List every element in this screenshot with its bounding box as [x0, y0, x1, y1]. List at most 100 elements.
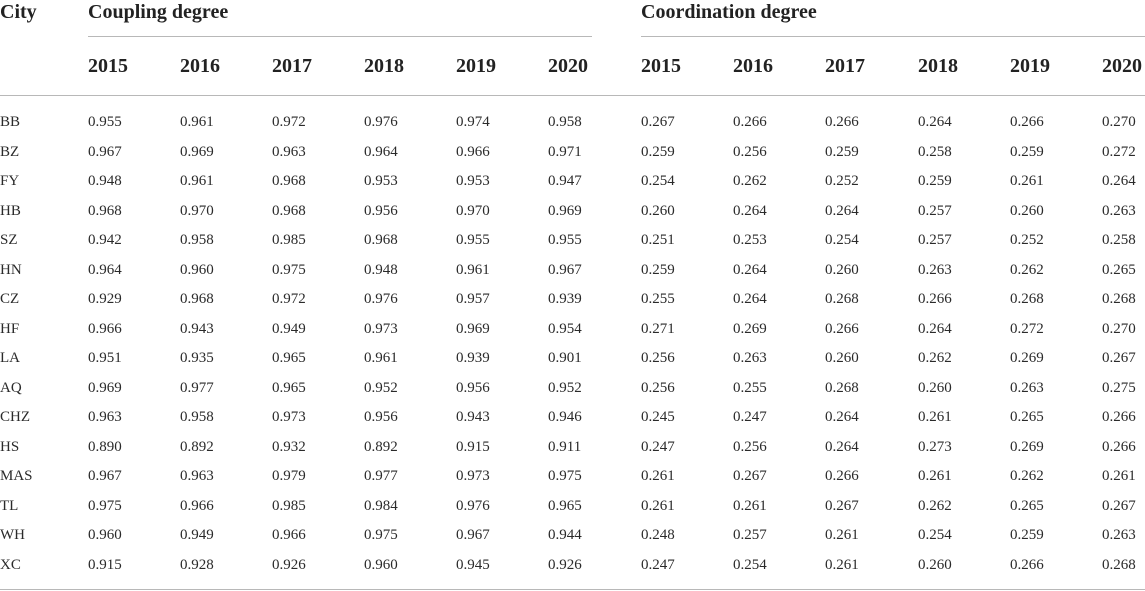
coupling-value-cell: 0.969: [456, 320, 490, 337]
coordination-value-cell: 0.268: [825, 291, 859, 307]
city-cell: SZ: [0, 232, 18, 248]
coupling-year-header: 2018: [364, 55, 404, 77]
coordination-value-cell: 0.260: [641, 202, 675, 219]
coordination-value-cell: 0.264: [825, 438, 859, 455]
coupling-value-cell: 0.976: [456, 497, 490, 514]
coordination-value-cell: 0.256: [733, 438, 767, 455]
coupling-value-cell: 0.964: [364, 143, 398, 160]
coordination-value-cell: 0.258: [918, 143, 952, 160]
coupling-value-cell: 0.977: [180, 379, 214, 396]
coupling-value-cell: 0.969: [548, 202, 582, 219]
coupling-value-cell: 0.942: [88, 232, 122, 248]
coupling-value-cell: 0.948: [364, 261, 398, 278]
coordination-value-cell: 0.265: [1102, 261, 1136, 278]
coupling-value-cell: 0.971: [548, 143, 582, 160]
coupling-value-cell: 0.956: [364, 202, 398, 219]
coordination-value-cell: 0.272: [1010, 320, 1044, 337]
coupling-value-cell: 0.943: [180, 320, 214, 337]
coordination-value-cell: 0.254: [918, 527, 952, 543]
coordination-value-cell: 0.247: [641, 556, 675, 573]
coordination-value-cell: 0.257: [918, 232, 952, 248]
coordination-value-cell: 0.275: [1102, 379, 1136, 396]
city-cell: CZ: [0, 291, 20, 307]
coordination-value-cell: 0.266: [918, 291, 952, 307]
city-cell: BB: [0, 114, 21, 130]
coupling-value-cell: 0.961: [180, 114, 214, 130]
coordination-value-cell: 0.260: [825, 261, 859, 278]
coordination-value-cell: 0.261: [918, 468, 952, 484]
coupling-value-cell: 0.969: [88, 379, 122, 396]
city-cell: LA: [0, 350, 20, 366]
coupling-value-cell: 0.955: [456, 232, 490, 248]
coordination-value-cell: 0.253: [733, 232, 767, 248]
coordination-value-cell: 0.266: [1010, 556, 1044, 573]
coupling-value-cell: 0.960: [88, 527, 122, 543]
coordination-value-cell: 0.248: [641, 527, 675, 543]
coordination-value-cell: 0.261: [1102, 468, 1136, 484]
coupling-value-cell: 0.967: [548, 261, 582, 278]
coupling-value-cell: 0.984: [364, 497, 398, 514]
coupling-value-cell: 0.967: [456, 527, 490, 543]
coupling-value-cell: 0.965: [272, 379, 306, 396]
coordination-year-header: 2016: [733, 55, 773, 77]
coordination-value-cell: 0.254: [733, 556, 767, 573]
coupling-value-cell: 0.977: [364, 468, 398, 484]
city-cell: CHZ: [0, 409, 30, 425]
coupling-value-cell: 0.958: [180, 232, 214, 248]
coordination-value-cell: 0.247: [733, 409, 767, 425]
coupling-value-cell: 0.975: [272, 261, 306, 278]
coupling-value-cell: 0.979: [272, 468, 306, 484]
coupling-value-cell: 0.965: [548, 497, 582, 514]
coupling-value-cell: 0.973: [364, 320, 398, 337]
coordination-value-cell: 0.257: [918, 202, 952, 219]
coordination-value-cell: 0.262: [733, 173, 767, 189]
coordination-value-cell: 0.263: [1102, 527, 1136, 543]
coordination-value-cell: 0.262: [918, 497, 952, 514]
coupling-value-cell: 0.963: [88, 409, 122, 425]
coupling-value-cell: 0.969: [180, 143, 214, 160]
coupling-value-cell: 0.966: [456, 143, 490, 160]
coordination-value-cell: 0.263: [918, 261, 952, 278]
coupling-value-cell: 0.973: [272, 409, 306, 425]
coupling-value-cell: 0.964: [88, 261, 122, 278]
coupling-value-cell: 0.901: [548, 350, 582, 366]
coordination-value-cell: 0.273: [918, 438, 952, 455]
coordination-value-cell: 0.259: [641, 143, 675, 160]
coordination-value-cell: 0.260: [825, 350, 859, 366]
coupling-value-cell: 0.915: [456, 438, 490, 455]
coupling-value-cell: 0.892: [180, 438, 214, 455]
coordination-value-cell: 0.264: [1102, 173, 1136, 189]
coordination-value-cell: 0.261: [733, 497, 767, 514]
coupling-value-cell: 0.961: [180, 173, 214, 189]
coordination-value-cell: 0.272: [1102, 143, 1136, 160]
coupling-value-cell: 0.963: [180, 468, 214, 484]
coupling-value-cell: 0.968: [272, 202, 306, 219]
coordination-value-cell: 0.268: [1102, 291, 1136, 307]
coupling-value-cell: 0.960: [180, 261, 214, 278]
coordination-value-cell: 0.266: [1102, 409, 1136, 425]
coupling-degree-header: Coupling degree: [88, 1, 229, 23]
coordination-value-cell: 0.262: [918, 350, 952, 366]
coupling-value-cell: 0.911: [548, 438, 582, 455]
coordination-value-cell: 0.264: [825, 202, 859, 219]
coordination-value-cell: 0.261: [918, 409, 952, 425]
coordination-value-cell: 0.265: [1010, 409, 1044, 425]
coordination-value-cell: 0.255: [733, 379, 767, 396]
coordination-value-cell: 0.269: [1010, 438, 1044, 455]
coordination-degree-header: Coordination degree: [641, 1, 817, 23]
coordination-value-cell: 0.259: [1010, 143, 1044, 160]
coordination-value-cell: 0.270: [1102, 114, 1136, 130]
coordination-value-cell: 0.259: [641, 261, 675, 278]
coordination-value-cell: 0.256: [733, 143, 767, 160]
coordination-value-cell: 0.264: [733, 202, 767, 219]
coordination-value-cell: 0.256: [641, 350, 675, 366]
coupling-value-cell: 0.890: [88, 438, 122, 455]
coordination-value-cell: 0.268: [1010, 291, 1044, 307]
coordination-year-header: 2020: [1102, 55, 1142, 77]
coordination-value-cell: 0.252: [825, 173, 859, 189]
coupling-value-cell: 0.929: [88, 291, 122, 307]
coupling-value-cell: 0.976: [364, 114, 398, 130]
city-header: City: [0, 1, 37, 23]
coupling-value-cell: 0.966: [180, 497, 214, 514]
coordination-value-cell: 0.261: [1010, 173, 1044, 189]
